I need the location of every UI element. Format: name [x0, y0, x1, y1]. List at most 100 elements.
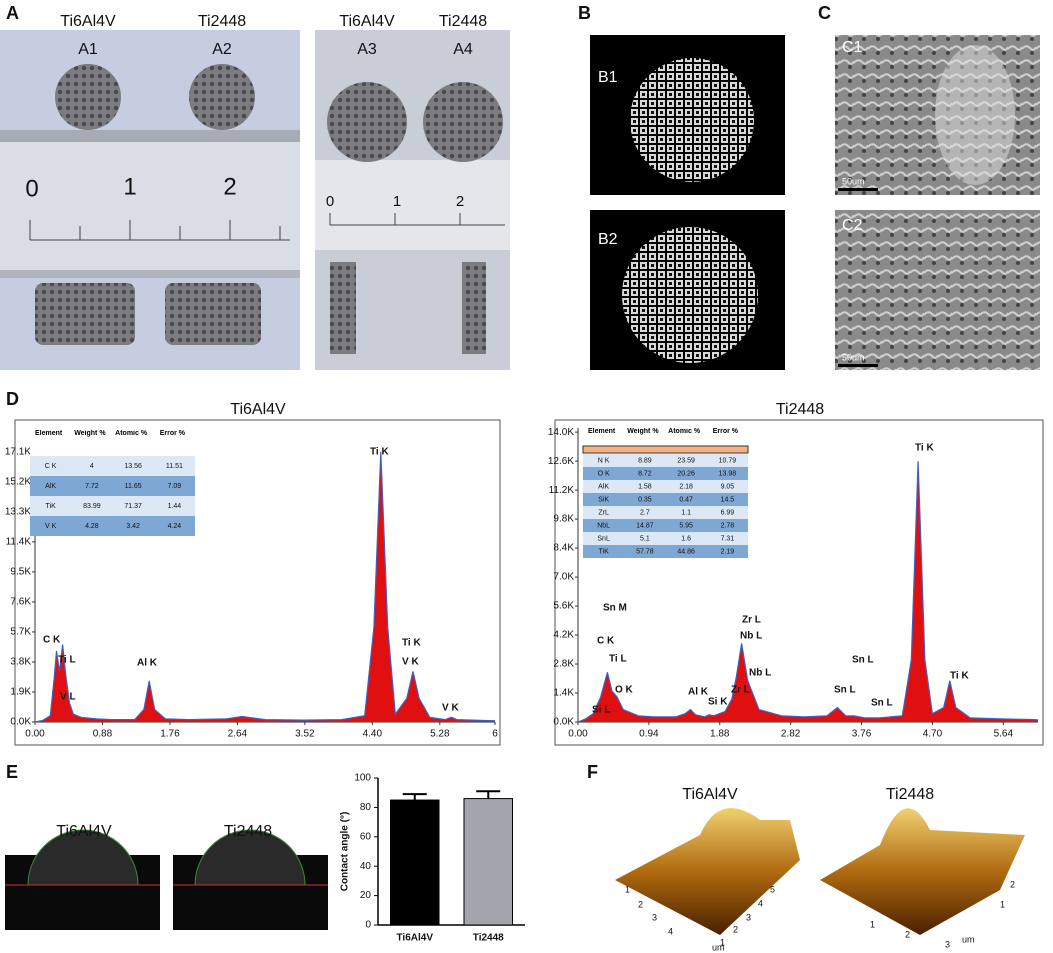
table-header-text: Weight %	[627, 428, 659, 435]
peak-label: C K	[43, 635, 61, 646]
ct-image: B1 B2	[590, 35, 785, 370]
ruler-number: 1	[123, 173, 136, 200]
y-tick-label: 7.6K	[10, 597, 31, 608]
table-cell: 11.51	[166, 463, 183, 470]
y-tick-label: 5.7K	[10, 627, 31, 638]
table-row-bg	[583, 493, 748, 506]
axis-label: 1	[1000, 899, 1005, 909]
axis-label: 2	[733, 924, 738, 934]
table-header-cell: Weight %	[627, 428, 659, 435]
table-cell: NbL	[597, 522, 610, 529]
table-cell: SnL	[597, 535, 610, 542]
peak-label: V L	[60, 692, 76, 703]
table-header-cell: Atomic %	[115, 430, 147, 437]
table-cell: AlK	[45, 483, 56, 490]
axis-label: 2	[638, 899, 643, 909]
axis-label: 1	[625, 884, 630, 894]
table-cell: 4.28	[85, 523, 99, 530]
y-tick-label: 4.2K	[553, 630, 574, 641]
table-cell: 20.26	[677, 470, 695, 477]
table-header-cell: Error %	[160, 430, 185, 437]
sample-label: Ti6Al4V	[56, 823, 112, 840]
y-tick-label: 1.4K	[553, 688, 574, 699]
table-cell: 4	[90, 463, 94, 470]
table-cell: 10.79	[719, 457, 737, 464]
panel-label: E	[6, 762, 18, 782]
axis-label: 3	[652, 912, 657, 922]
table-cell: 8.72	[638, 470, 652, 477]
y-tick-label: 100	[354, 773, 371, 784]
peak-label: Zr L	[731, 685, 750, 696]
peak-label: Al K	[137, 658, 158, 669]
spectrum-area	[578, 461, 1038, 722]
x-tick-label: 1.88	[710, 729, 730, 740]
peak-label: Ti K	[370, 447, 389, 458]
table-cell: 0.35	[638, 496, 652, 503]
peak-label: V K	[402, 657, 419, 668]
table-row-bg	[583, 532, 748, 545]
peak-label: Sn L	[834, 685, 856, 696]
table-cell: 7.31	[721, 535, 735, 542]
photo: Ti6Al4V Ti2448 A3 A4 0 1 2	[315, 13, 510, 370]
photo: Ti6Al4V Ti2448 A1 A2 0 1 2	[0, 13, 300, 370]
y-tick-label: 11.2K	[549, 485, 575, 496]
y-tick-label: 0.0K	[10, 717, 31, 728]
y-tick-label: 0	[365, 920, 371, 931]
x-tick-label: 4.70	[923, 729, 943, 740]
table-cell: 44.86	[677, 548, 695, 555]
table-cell: 71.37	[124, 503, 142, 510]
x-tick-label: 3.76	[852, 729, 872, 740]
x-tick-label: 0.00	[568, 729, 588, 740]
table-row-bg	[30, 516, 195, 536]
table-header-text: Error %	[712, 428, 739, 435]
sample-label: Ti2448	[224, 823, 272, 840]
peak-label: Ti K	[402, 638, 421, 649]
table-header-cell: Element	[588, 428, 615, 435]
table-header-cell: Error %	[712, 428, 739, 435]
ruler-number: 2	[456, 193, 464, 210]
axis-label: 3	[746, 912, 751, 922]
table-cell: C K	[45, 463, 57, 470]
peak-label: Sn L	[871, 698, 893, 709]
chart-title: Ti2448	[776, 401, 824, 418]
table-cell: 1.6	[681, 535, 691, 542]
table-header-text: Weight %	[74, 430, 106, 437]
y-tick-label: 2.8K	[553, 659, 574, 670]
x-tick-label: 2.64	[228, 729, 248, 740]
table-cell: 3.42	[126, 523, 140, 530]
table-row-bg	[30, 456, 195, 476]
table-header-cell: Weight %	[74, 430, 106, 437]
x-tick-label: 5.64	[994, 729, 1014, 740]
axis-label: 2	[905, 929, 910, 939]
table-cell: 2.78	[721, 522, 735, 529]
image-code: B1	[598, 69, 618, 86]
table-row-bg	[583, 467, 748, 480]
peak-label: Nb L	[740, 631, 762, 642]
y-tick-label: 7.0K	[553, 572, 574, 583]
table-header-text: Atomic %	[668, 428, 701, 435]
y-axis-label: Contact angle (°)	[340, 812, 351, 892]
image-code: C2	[842, 217, 863, 234]
table-cell: 13.98	[719, 470, 737, 477]
y-tick-label: 9.8K	[553, 514, 574, 525]
spectrum-line	[34, 451, 496, 723]
x-tick-label: Ti2448	[473, 933, 504, 944]
x-tick-label: Ti6Al4V	[397, 933, 434, 944]
table-cell: 5.1	[640, 535, 650, 542]
spectrum-chart: Ti6Al4V 0.0K 1.9K 3.8K 5.7K 7.6K 9.5K 11.4K 13.3…	[5, 401, 501, 746]
peak-label: Ti L	[609, 654, 627, 665]
table-cell: 1.58	[638, 483, 652, 490]
x-tick-label: 5.28	[430, 729, 450, 740]
x-tick-label: 3.52	[295, 729, 315, 740]
x-tick-label: 0.88	[93, 729, 113, 740]
peak-label: Si K	[708, 697, 728, 708]
ruler-number: 2	[223, 173, 236, 200]
table-cell: 6.99	[721, 509, 735, 516]
axis-label: 1	[870, 919, 875, 929]
table-cell: 83.99	[83, 503, 101, 510]
table-cell: 2.18	[679, 483, 693, 490]
y-tick-label: 5.6K	[553, 601, 574, 612]
y-tick-label: 17.1K	[5, 446, 31, 457]
y-tick-label: 20	[360, 890, 372, 901]
table-cell: SiK	[598, 496, 609, 503]
